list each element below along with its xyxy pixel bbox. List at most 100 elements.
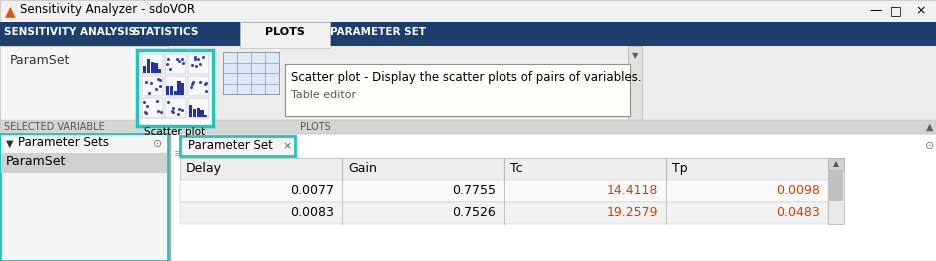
- Text: Delay: Delay: [186, 162, 222, 175]
- Point: [165, 110, 180, 114]
- Point: [150, 109, 165, 113]
- Point: [138, 80, 153, 84]
- Bar: [166, 86, 169, 95]
- Point: [150, 76, 165, 81]
- Point: [139, 111, 154, 115]
- Text: 19.2579: 19.2579: [606, 206, 657, 220]
- Bar: [0, 120, 936, 134]
- Point: [160, 57, 175, 62]
- Bar: [0, 0, 936, 22]
- Text: Tp: Tp: [671, 162, 687, 175]
- Text: PLOTS: PLOTS: [265, 27, 304, 37]
- Point: [185, 80, 200, 85]
- Bar: [142, 54, 163, 74]
- Bar: [158, 69, 161, 73]
- Point: [170, 112, 185, 116]
- Bar: [142, 76, 163, 96]
- Point: [198, 89, 213, 93]
- Text: Scatter plot: Scatter plot: [144, 127, 205, 137]
- Bar: [177, 81, 181, 95]
- Point: [190, 57, 205, 61]
- Bar: [827, 158, 843, 224]
- Bar: [1, 135, 167, 153]
- Point: [184, 63, 199, 68]
- Point: [174, 57, 189, 61]
- Text: PARAMETER SET: PARAMETER SET: [329, 27, 426, 37]
- Text: 14.4118: 14.4118: [606, 185, 657, 198]
- Bar: [169, 134, 936, 261]
- Bar: [240, 22, 329, 48]
- Bar: [169, 86, 173, 95]
- Text: SENSITIVITY ANALYSIS: SENSITIVITY ANALYSIS: [4, 27, 136, 37]
- Point: [197, 82, 212, 86]
- Text: STATISTICS: STATISTICS: [132, 27, 198, 37]
- Point: [188, 64, 203, 68]
- Text: Table editor: Table editor: [291, 90, 356, 100]
- Bar: [188, 98, 209, 118]
- Point: [144, 81, 159, 85]
- Point: [165, 105, 180, 110]
- Bar: [641, 46, 936, 120]
- Text: Tc: Tc: [509, 162, 522, 175]
- Text: ▲: ▲: [926, 122, 933, 132]
- Bar: [151, 62, 154, 73]
- Text: ▲: ▲: [832, 159, 838, 169]
- Text: ≡: ≡: [174, 149, 183, 159]
- Bar: [181, 83, 184, 95]
- Bar: [173, 91, 177, 95]
- Bar: [627, 46, 641, 120]
- Bar: [180, 136, 295, 156]
- Bar: [189, 105, 192, 117]
- Text: 0.0083: 0.0083: [290, 206, 333, 220]
- Bar: [0, 46, 168, 120]
- Bar: [180, 158, 827, 180]
- Text: PLOTS: PLOTS: [300, 122, 330, 132]
- Point: [193, 80, 208, 84]
- Point: [183, 85, 198, 89]
- Point: [138, 110, 153, 114]
- Point: [169, 57, 184, 61]
- Bar: [1, 153, 167, 173]
- Bar: [143, 66, 146, 73]
- Point: [153, 78, 168, 82]
- Bar: [204, 115, 207, 117]
- Bar: [147, 59, 150, 73]
- Text: Parameter Set: Parameter Set: [188, 139, 272, 152]
- Point: [137, 100, 152, 104]
- Text: SELECTED VARIABLE: SELECTED VARIABLE: [4, 122, 105, 132]
- Bar: [137, 50, 212, 126]
- Bar: [193, 109, 196, 117]
- Text: —: —: [869, 4, 882, 17]
- Point: [174, 108, 189, 112]
- Text: ⊙: ⊙: [925, 141, 934, 151]
- Point: [193, 62, 208, 66]
- Bar: [197, 108, 199, 117]
- Bar: [165, 76, 186, 96]
- Point: [154, 110, 168, 114]
- Point: [187, 57, 202, 61]
- Bar: [200, 110, 203, 117]
- Text: Gain: Gain: [347, 162, 376, 175]
- Bar: [223, 52, 279, 94]
- Text: ▼: ▼: [631, 51, 637, 61]
- Text: 0.0098: 0.0098: [775, 185, 819, 198]
- Point: [183, 82, 198, 86]
- Bar: [142, 98, 163, 118]
- Text: 0.0077: 0.0077: [289, 185, 333, 198]
- Text: 0.7755: 0.7755: [451, 185, 495, 198]
- Point: [141, 91, 156, 95]
- Bar: [827, 158, 843, 170]
- Point: [153, 84, 168, 88]
- Text: ▲: ▲: [5, 4, 16, 18]
- Text: 0.7526: 0.7526: [452, 206, 495, 220]
- Text: ×: ×: [914, 4, 926, 17]
- Text: Scatter plot - Display the scatter plots of pairs of variables.: Scatter plot - Display the scatter plots…: [291, 71, 641, 84]
- Bar: [285, 64, 629, 116]
- Point: [176, 61, 191, 65]
- Point: [198, 81, 213, 85]
- Bar: [0, 134, 168, 261]
- Bar: [828, 171, 842, 201]
- Bar: [154, 63, 157, 73]
- Text: 0.0483: 0.0483: [775, 206, 819, 220]
- Point: [196, 55, 211, 59]
